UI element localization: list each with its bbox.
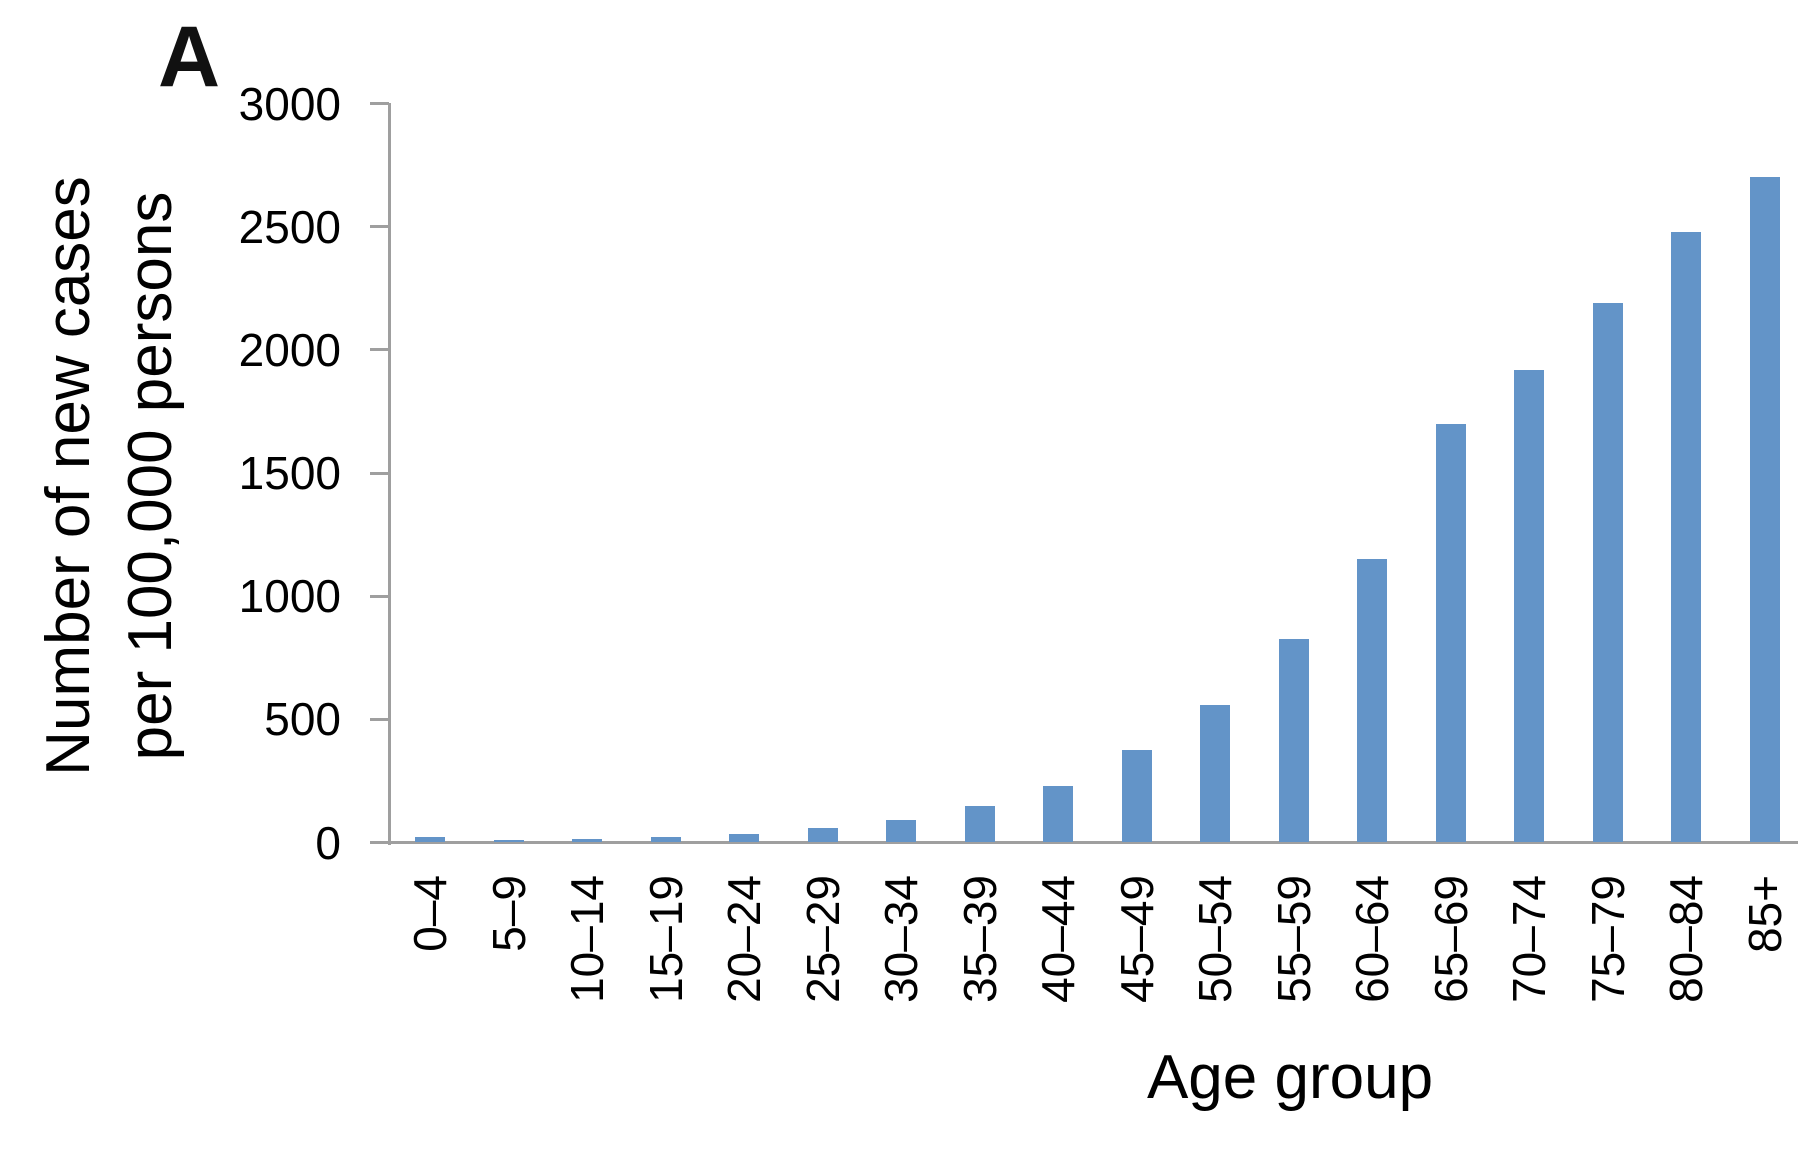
y-tick-label: 500	[264, 693, 341, 746]
bar	[1357, 559, 1388, 843]
x-tick-label: 80–84	[1660, 875, 1713, 1003]
x-tick-label: 85+	[1739, 875, 1791, 954]
y-axis-title-line-2: per 100,000 persons	[116, 191, 185, 761]
bar	[1592, 303, 1623, 843]
x-tick-label: 30–34	[875, 875, 928, 1003]
y-tick-label: 1000	[238, 570, 341, 623]
bar	[1121, 749, 1152, 843]
y-axis-line	[388, 103, 391, 845]
bar	[886, 820, 917, 843]
y-tick-label: 2500	[238, 200, 341, 253]
y-tick-label: 2000	[238, 323, 341, 376]
x-tick-label: 45–49	[1110, 875, 1163, 1003]
bar	[1043, 785, 1074, 843]
y-tick-mark	[370, 717, 389, 721]
bar	[1514, 369, 1545, 843]
panel-label: A	[158, 9, 221, 105]
y-tick-mark	[370, 102, 389, 105]
x-tick-label: 60–64	[1346, 875, 1399, 1003]
bar	[1200, 704, 1231, 843]
x-tick-label: 25–29	[796, 875, 849, 1003]
bar	[807, 828, 838, 843]
bar	[572, 839, 603, 843]
x-tick-label: 20–24	[718, 875, 771, 1003]
bar	[1435, 423, 1466, 843]
bar	[964, 805, 995, 843]
x-tick-label: 50–54	[1189, 875, 1242, 1003]
x-tick-label: 5–9	[482, 875, 535, 952]
y-tick-mark	[370, 471, 389, 475]
x-tick-label: 15–19	[639, 875, 692, 1003]
x-axis-line	[388, 841, 1798, 844]
bar	[729, 834, 760, 843]
y-axis-title-line-1: Number of new cases	[34, 176, 103, 776]
x-tick-label: 70–74	[1503, 875, 1556, 1003]
y-tick-mark	[370, 348, 389, 352]
x-tick-label: 65–69	[1424, 875, 1477, 1003]
y-tick-label: 0	[315, 816, 341, 869]
bar	[650, 837, 681, 843]
x-axis-title: Age group	[1146, 1043, 1434, 1112]
bar	[493, 839, 524, 843]
x-tick-label: 0–4	[404, 875, 456, 952]
bar	[1750, 177, 1780, 843]
y-tick-label: 1500	[238, 447, 341, 499]
x-tick-label: 40–44	[1032, 875, 1085, 1003]
y-tick-mark	[370, 841, 389, 844]
x-tick-label: 55–59	[1267, 875, 1320, 1003]
y-tick-label: 3000	[238, 77, 341, 130]
bar	[415, 837, 445, 843]
x-tick-label: 35–39	[953, 875, 1006, 1003]
x-tick-label: 75–79	[1581, 875, 1634, 1003]
y-tick-mark	[370, 225, 389, 229]
y-tick-mark	[370, 594, 389, 598]
bar	[1278, 639, 1309, 843]
x-tick-label: 10–14	[561, 875, 614, 1003]
bar	[1671, 231, 1702, 843]
y-axis-title: Number of new cases per 100,000 persons	[28, 96, 194, 856]
